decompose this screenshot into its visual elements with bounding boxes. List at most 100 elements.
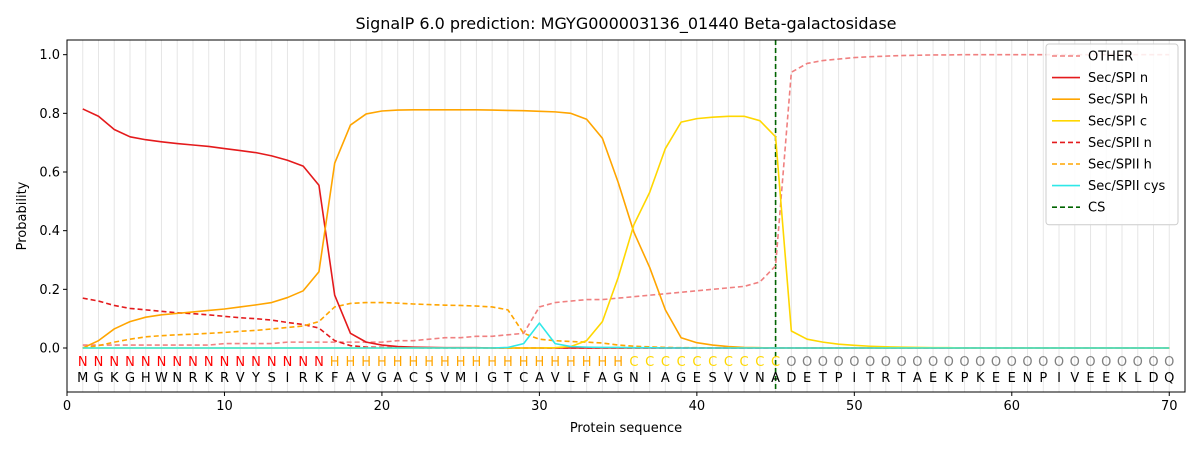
sequence-residue: A: [913, 371, 922, 386]
sequence-residue: F: [331, 371, 338, 386]
region-label: O: [1148, 355, 1158, 370]
sequence-residue: D: [1148, 371, 1158, 386]
sequence-residue: E: [1086, 371, 1094, 386]
legend-label: OTHER: [1088, 50, 1133, 65]
plot-frame: [66, 39, 1186, 393]
region-label: N: [314, 355, 324, 370]
region-label: O: [1070, 355, 1080, 370]
region-label: H: [361, 355, 371, 370]
region-label: H: [487, 355, 497, 370]
region-label: C: [645, 355, 654, 370]
region-label: C: [724, 355, 733, 370]
region-label: O: [849, 355, 859, 370]
region-label: O: [928, 355, 938, 370]
sequence-residue: I: [852, 371, 856, 386]
region-label: O: [881, 355, 891, 370]
region-label: O: [1038, 355, 1048, 370]
region-label: O: [1007, 355, 1017, 370]
sequence-residue: I: [648, 371, 652, 386]
region-label: H: [582, 355, 592, 370]
legend-label: Sec/SPII cys: [1088, 179, 1166, 194]
y-axis-label: Probability: [15, 181, 30, 250]
region-label: N: [109, 355, 119, 370]
region-label: N: [78, 355, 88, 370]
region-label: C: [755, 355, 764, 370]
sequence-residue: S: [425, 371, 433, 386]
sequence-residue: E: [693, 371, 701, 386]
sequence-residue: N: [1023, 371, 1033, 386]
sequence-residue: S: [268, 371, 276, 386]
region-label: H: [393, 355, 403, 370]
sequence-residue: C: [519, 371, 528, 386]
region-label: H: [330, 355, 340, 370]
sequence-residue: G: [93, 371, 103, 386]
region-label: H: [550, 355, 560, 370]
region-label: O: [991, 355, 1001, 370]
region-label: N: [94, 355, 104, 370]
region-label: N: [251, 355, 261, 370]
region-label: H: [597, 355, 607, 370]
region-label: N: [283, 355, 293, 370]
region-label: N: [267, 355, 277, 370]
legend-label: Sec/SPII h: [1088, 158, 1152, 173]
region-label: O: [802, 355, 812, 370]
sequence-residue: K: [315, 371, 324, 386]
region-label: H: [377, 355, 387, 370]
region-label: O: [1101, 355, 1111, 370]
region-label: N: [141, 355, 151, 370]
x-tick-label: 30: [531, 399, 548, 414]
region-label: O: [1022, 355, 1032, 370]
region-label: O: [1054, 355, 1064, 370]
sequence-residue: V: [724, 371, 733, 386]
axis-ticks: 0 10 20 30 40 50 60 70 0.0 0.2 0.4 0.6 0.8 1.0: [39, 48, 1177, 414]
region-label: N: [188, 355, 198, 370]
region-label: N: [235, 355, 245, 370]
series-line-sec-spii-cys: [82, 322, 1170, 349]
x-tick-label: 40: [689, 399, 706, 414]
sequence-residue: G: [377, 371, 387, 386]
sequence-residue: G: [125, 371, 135, 386]
sequence-residue: T: [897, 371, 906, 386]
region-label: C: [629, 355, 638, 370]
legend-label: Sec/SPI c: [1088, 114, 1147, 129]
region-label: O: [912, 355, 922, 370]
series-layer: [82, 53, 1170, 349]
sequence-residue: A: [598, 371, 607, 386]
x-tick-label: 60: [1004, 399, 1021, 414]
region-label: O: [786, 355, 796, 370]
sequence-residue: I: [474, 371, 478, 386]
sequence-residue: R: [220, 371, 229, 386]
sequence-residue: D: [786, 371, 796, 386]
sequence-residue: K: [945, 371, 954, 386]
region-label: N: [220, 355, 230, 370]
chart-title: SignalP 6.0 prediction: MGYG000003136_01…: [355, 14, 896, 34]
sequence-residue: Q: [1164, 371, 1174, 386]
y-tick-label: 0.4: [39, 224, 60, 239]
sequence-residue: K: [204, 371, 213, 386]
sequence-residue: S: [708, 371, 716, 386]
region-label: C: [740, 355, 749, 370]
region-label: N: [298, 355, 308, 370]
sequence-residue: M: [455, 371, 466, 386]
x-tick-label: 10: [216, 399, 233, 414]
legend-label: Sec/SPII n: [1088, 136, 1152, 151]
sequence-residue: N: [629, 371, 639, 386]
sequence-residue: F: [583, 371, 590, 386]
sequence-residue: L: [1134, 371, 1142, 386]
sequence-residue: V: [1070, 371, 1079, 386]
region-label: H: [503, 355, 513, 370]
region-label: H: [535, 355, 545, 370]
sequence-residue: K: [976, 371, 985, 386]
sequence-residue: R: [299, 371, 308, 386]
region-label: O: [1117, 355, 1127, 370]
sequence-residue: R: [188, 371, 197, 386]
series-line-sec-spi-h: [82, 109, 1170, 349]
region-label: C: [771, 355, 780, 370]
sequence-residue: M: [77, 371, 88, 386]
sequence-residue: A: [393, 371, 402, 386]
region-label: C: [708, 355, 717, 370]
sequence-residue: G: [613, 371, 623, 386]
sequence-residue: A: [346, 371, 355, 386]
region-label: N: [157, 355, 167, 370]
